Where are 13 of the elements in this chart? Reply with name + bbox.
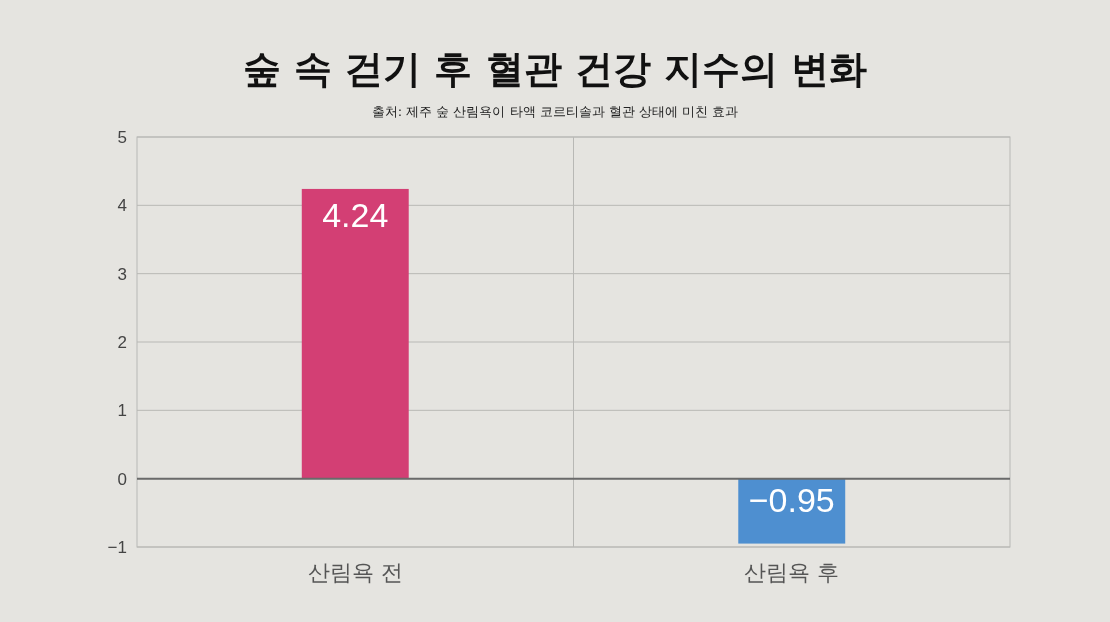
y-tick-label: 5 bbox=[117, 127, 127, 147]
y-tick-label: 1 bbox=[117, 401, 127, 421]
y-tick-label: −1 bbox=[107, 537, 127, 557]
x-tick-label: 산림욕 후 bbox=[744, 560, 840, 585]
y-tick-label: 4 bbox=[117, 196, 127, 216]
y-tick-label: 2 bbox=[117, 332, 127, 352]
data-label: 4.24 bbox=[322, 195, 389, 234]
y-tick-label: 0 bbox=[117, 469, 127, 489]
data-label: −0.95 bbox=[748, 480, 835, 519]
chart-subtitle: 출처: 제주 숲 산림욕이 타액 코르티솔과 혈관 상태에 미친 효과 bbox=[371, 104, 739, 119]
x-tick-label: 산림욕 전 bbox=[307, 560, 403, 585]
chart-title: 숲 속 걷기 후 혈관 건강 지수의 변화 bbox=[242, 47, 868, 91]
y-tick-label: 3 bbox=[117, 264, 127, 284]
